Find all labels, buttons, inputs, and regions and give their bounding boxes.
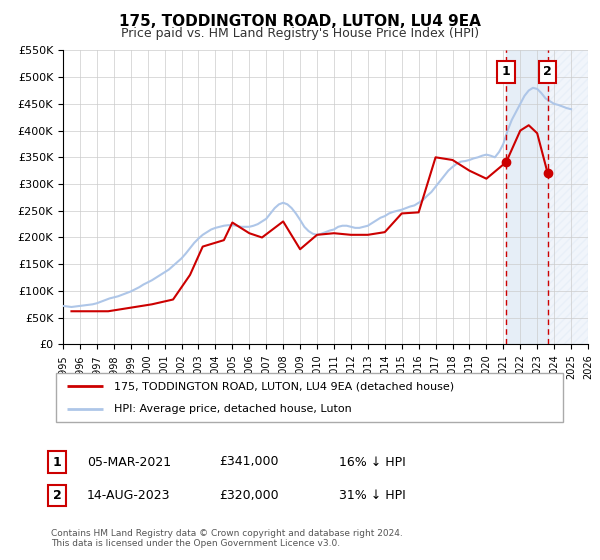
Text: 175, TODDINGTON ROAD, LUTON, LU4 9EA: 175, TODDINGTON ROAD, LUTON, LU4 9EA xyxy=(119,14,481,29)
Text: 05-MAR-2021: 05-MAR-2021 xyxy=(87,455,171,469)
Text: £320,000: £320,000 xyxy=(219,489,278,502)
Text: £341,000: £341,000 xyxy=(219,455,278,469)
Text: 175, TODDINGTON ROAD, LUTON, LU4 9EA (detached house): 175, TODDINGTON ROAD, LUTON, LU4 9EA (de… xyxy=(113,381,454,391)
Bar xyxy=(506,50,548,344)
Text: 2: 2 xyxy=(53,489,61,502)
Text: This data is licensed under the Open Government Licence v3.0.: This data is licensed under the Open Gov… xyxy=(51,539,340,548)
Text: 31% ↓ HPI: 31% ↓ HPI xyxy=(339,489,406,502)
Text: 2: 2 xyxy=(544,66,552,78)
Text: 1: 1 xyxy=(502,66,511,78)
FancyBboxPatch shape xyxy=(56,374,563,422)
Text: Contains HM Land Registry data © Crown copyright and database right 2024.: Contains HM Land Registry data © Crown c… xyxy=(51,529,403,538)
Text: Price paid vs. HM Land Registry's House Price Index (HPI): Price paid vs. HM Land Registry's House … xyxy=(121,27,479,40)
Text: 16% ↓ HPI: 16% ↓ HPI xyxy=(339,455,406,469)
Bar xyxy=(548,50,588,344)
Text: 14-AUG-2023: 14-AUG-2023 xyxy=(87,489,170,502)
Text: HPI: Average price, detached house, Luton: HPI: Average price, detached house, Luto… xyxy=(113,404,352,414)
Text: 1: 1 xyxy=(53,455,61,469)
